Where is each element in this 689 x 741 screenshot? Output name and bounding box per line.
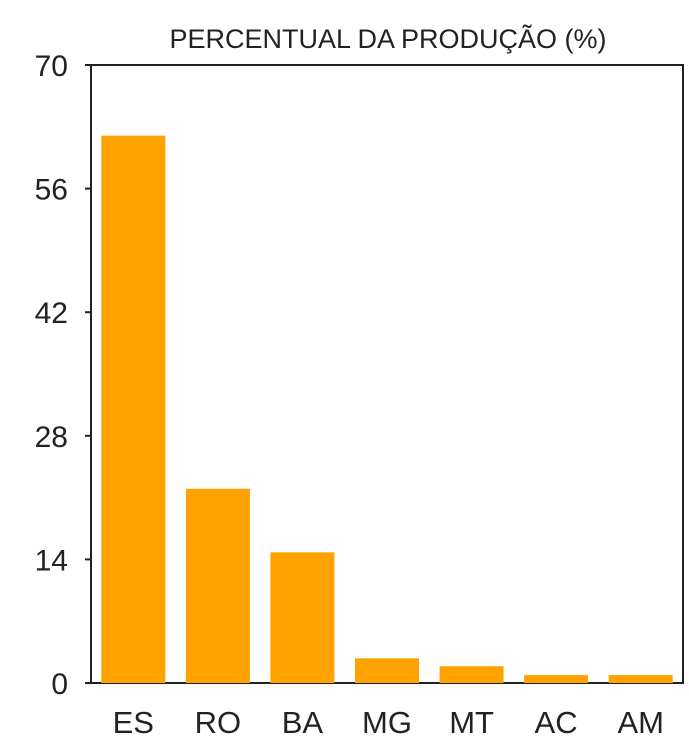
y-axis-ticks: 0 14 28 42 56 70 <box>35 50 91 701</box>
y-tick-label: 70 <box>35 50 68 83</box>
x-tick-label: MG <box>362 705 412 740</box>
y-tick-label: 42 <box>35 297 68 330</box>
x-tick-label: BA <box>282 705 324 740</box>
x-tick-label: AM <box>617 705 664 740</box>
bar-am <box>608 675 673 683</box>
bar-mt <box>439 666 504 683</box>
y-tick-label: 14 <box>35 544 68 577</box>
x-tick-label: ES <box>113 705 154 740</box>
bar-es <box>101 135 166 684</box>
bars-layer <box>101 135 673 684</box>
y-tick-label: 28 <box>35 421 68 454</box>
x-tick-label: RO <box>195 705 242 740</box>
x-tick-label: MT <box>449 705 494 740</box>
chart-title: PERCENTUAL DA PRODUÇÃO (%) <box>169 23 606 54</box>
plot-area-frame <box>90 64 684 684</box>
x-axis-ticks: ES RO BA MG MT AC AM <box>113 705 664 740</box>
x-tick-label: AC <box>535 705 578 740</box>
bar-ba <box>270 552 335 683</box>
bar-ro <box>185 488 250 683</box>
y-tick-label: 56 <box>35 174 68 207</box>
y-tick-label: 0 <box>51 668 68 701</box>
bar-ac <box>524 675 589 683</box>
bar-mg <box>355 658 419 683</box>
